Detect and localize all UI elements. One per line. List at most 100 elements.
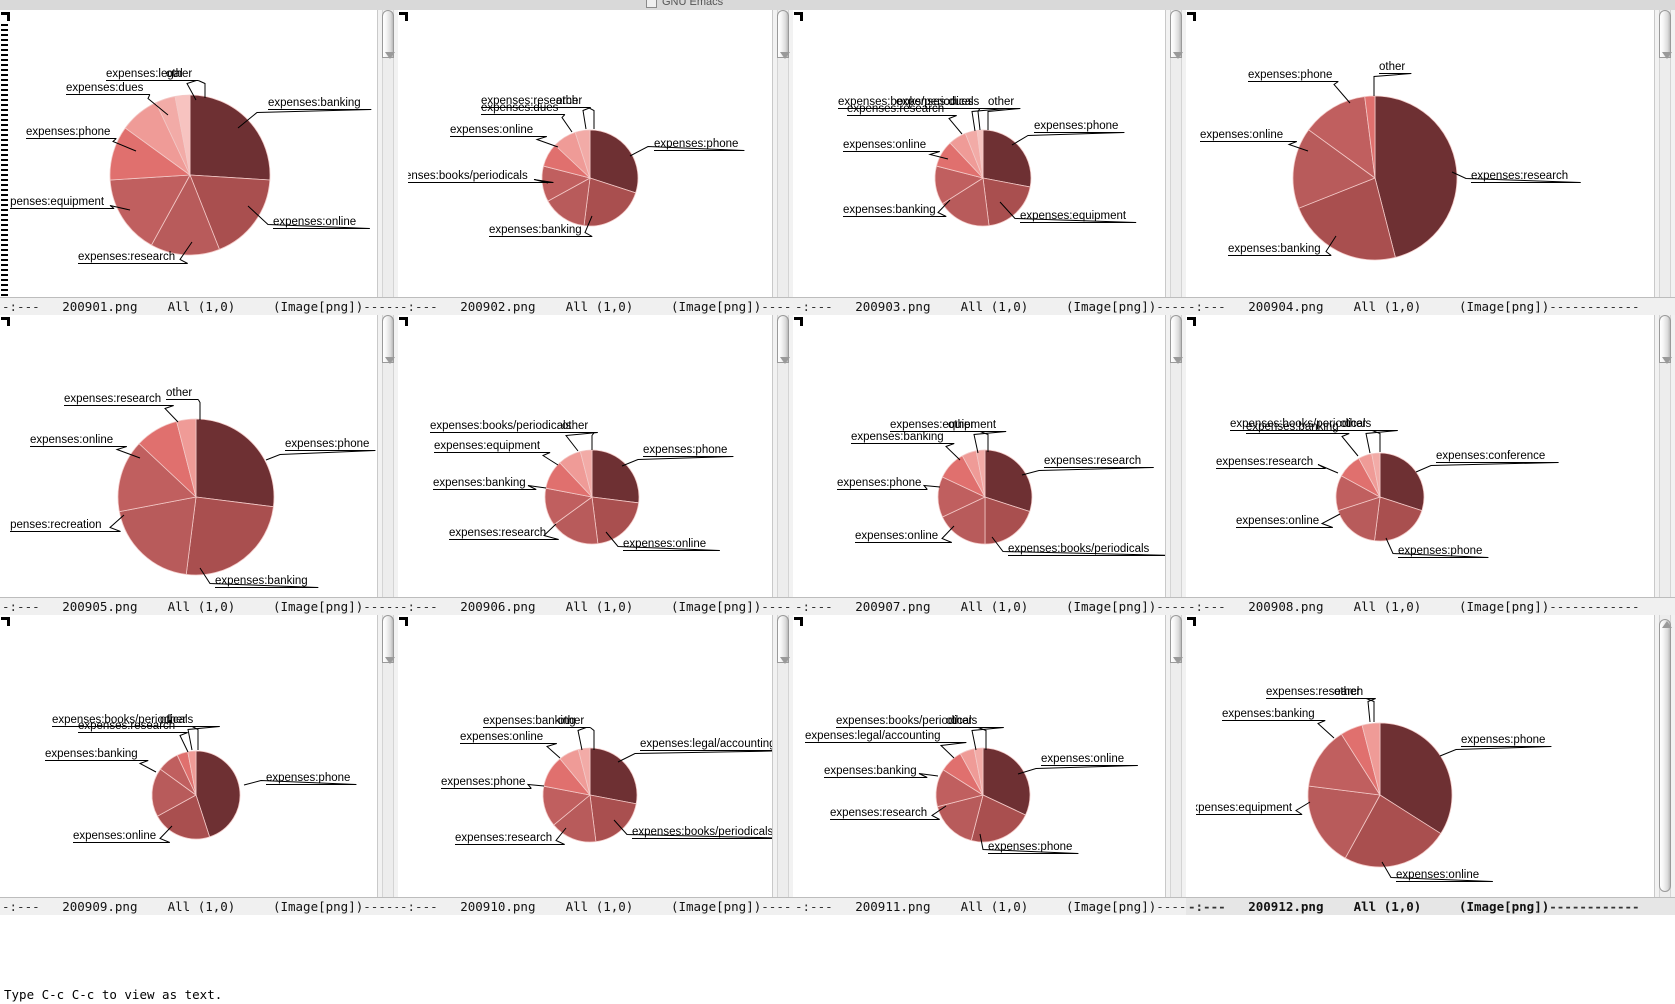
pie-label-leader [1385,537,1489,558]
vertical-scrollbar[interactable] [1165,10,1186,298]
window-body[interactable]: expenses:online expenses:phone expenses:re… [793,615,1186,898]
mode-line-prefix: -:--- [400,599,438,614]
scrollbar-thumb[interactable] [382,615,394,663]
scrollbar-trough[interactable] [1170,615,1182,898]
scrollbar-thumb[interactable] [1170,315,1182,363]
window-body[interactable]: expenses:phone expenses:online expenses:re… [398,315,793,598]
vertical-scrollbar[interactable] [1654,615,1675,898]
mode-line-200904[interactable]: -:--- 200904.png All (1,0) (Image[png])-… [1186,297,1675,315]
mode-line-200901[interactable]: -:--- 200901.png All (1,0) (Image[png])-… [0,297,398,315]
pie-label: expenses:research [481,95,578,107]
vertical-scrollbar[interactable] [377,615,398,898]
emacs-window-200910[interactable]: expenses:legal/accounting expenses:books/… [398,615,793,915]
vertical-scrollbar[interactable] [772,10,793,298]
pie-label-leader [977,108,981,131]
emacs-window-200902[interactable]: expenses:phone expenses:banking enses:book… [398,10,793,315]
scroll-down-arrow-icon[interactable] [780,657,790,664]
vertical-scrollbar[interactable] [377,10,398,298]
scrollbar-trough[interactable] [382,615,394,898]
scroll-up-arrow-icon[interactable] [1662,621,1672,628]
truncation-corner-icon [1,317,10,326]
scroll-down-arrow-icon[interactable] [1173,357,1183,364]
scrollbar-thumb[interactable] [382,315,394,363]
window-body[interactable]: expenses:legal/accounting expenses:books/… [398,615,793,898]
vertical-scrollbar[interactable] [772,315,793,598]
pie-slice [976,129,984,179]
scroll-down-arrow-icon[interactable] [1662,357,1672,364]
pie-label-leader [973,431,1007,454]
scrollbar-thumb[interactable] [777,315,789,363]
mode-line-200906[interactable]: -:--- 200906.png All (1,0) (Image[png])-… [398,597,793,615]
mode-line-200912[interactable]: -:--- 200912.png All (1,0) (Image[png])-… [1186,897,1675,915]
pie-label-leader [589,727,595,750]
mode-line-200905[interactable]: -:--- 200905.png All (1,0) (Image[png])-… [0,597,398,615]
emacs-window-200901[interactable]: expenses:banking expenses:online expenses:… [0,10,398,315]
emacs-window-200911[interactable]: expenses:online expenses:phone expenses:re… [793,615,1186,915]
vertical-scrollbar[interactable] [1165,615,1186,898]
scroll-down-arrow-icon[interactable] [780,357,790,364]
truncation-corner-icon [794,317,803,326]
pie-label-leader [541,452,559,466]
scrollbar-trough[interactable] [382,10,394,298]
mode-line-200908[interactable]: -:--- 200908.png All (1,0) (Image[png])-… [1186,597,1675,615]
pie-label: expenses:online [1200,129,1283,141]
window-body[interactable]: expenses:phone expenses:banking enses:book… [398,10,793,298]
vertical-scrollbar[interactable] [1165,315,1186,598]
pie-label-leader [164,405,179,423]
emacs-window-200906[interactable]: expenses:phone expenses:online expenses:re… [398,315,793,615]
scrollbar-thumb[interactable] [777,10,789,58]
scrollbar-thumb[interactable] [382,10,394,58]
scrollbar-trough[interactable] [1659,10,1671,298]
vertical-scrollbar[interactable] [377,315,398,598]
scrollbar-thumb[interactable] [1170,10,1182,58]
scrollbar-trough[interactable] [777,615,789,898]
pie-label-leader [1451,171,1581,183]
scrollbar-thumb[interactable] [1659,619,1671,892]
scrollbar-thumb[interactable] [1659,10,1671,58]
mode-line-200910[interactable]: -:--- 200910.png All (1,0) (Image[png])-… [398,897,793,915]
scrollbar-trough[interactable] [1170,10,1182,298]
mode-line-200902[interactable]: -:--- 200902.png All (1,0) (Image[png])-… [398,297,793,315]
mode-line-200903[interactable]: -:--- 200903.png All (1,0) (Image[png])-… [793,297,1186,315]
mode-line-200911[interactable]: -:--- 200911.png All (1,0) (Image[png])-… [793,897,1186,915]
scrollbar-thumb[interactable] [1170,615,1182,663]
emacs-window-200904[interactable]: expenses:research expenses:banking expense… [1186,10,1675,315]
window-body[interactable]: expenses:phone expenses:online expenses:ba… [0,615,398,898]
scroll-down-arrow-icon[interactable] [780,52,790,59]
window-body[interactable]: expenses:conference expenses:phone expense… [1186,315,1675,598]
window-body[interactable]: expenses:phone expenses:online expenses:eq… [1186,615,1675,898]
window-body[interactable]: expenses:research expenses:books/periodic… [793,315,1186,598]
emacs-window-200907[interactable]: expenses:research expenses:books/periodic… [793,315,1186,615]
pie-label: expenses:online [30,434,113,446]
vertical-scrollbar[interactable] [772,615,793,898]
scroll-down-arrow-icon[interactable] [1173,657,1183,664]
window-body[interactable]: expenses:phone expenses:banking expenses:r… [0,315,398,598]
scrollbar-thumb[interactable] [1659,315,1671,363]
mode-line-major-mode: (Image[png]) [1028,299,1157,314]
scroll-down-arrow-icon[interactable] [1173,52,1183,59]
scrollbar-trough[interactable] [777,315,789,598]
scrollbar-trough[interactable] [382,315,394,598]
vertical-scrollbar[interactable] [1654,10,1675,298]
window-body[interactable]: expenses:banking expenses:online expenses:… [0,10,398,298]
emacs-window-200908[interactable]: expenses:conference expenses:phone expense… [1186,315,1675,615]
scroll-down-arrow-icon[interactable] [385,657,395,664]
mode-line-200907[interactable]: -:--- 200907.png All (1,0) (Image[png])-… [793,597,1186,615]
mode-line-200909[interactable]: -:--- 200909.png All (1,0) (Image[png])-… [0,897,398,915]
scrollbar-thumb[interactable] [777,615,789,663]
left-fringe [1186,10,1196,298]
vertical-scrollbar[interactable] [1654,315,1675,598]
window-body[interactable]: expenses:research expenses:banking expense… [1186,10,1675,298]
scrollbar-trough[interactable] [1170,315,1182,598]
scroll-down-arrow-icon[interactable] [385,357,395,364]
window-body[interactable]: expenses:phone expenses:equipment expenses… [793,10,1186,298]
scroll-down-arrow-icon[interactable] [1662,52,1672,59]
scrollbar-trough[interactable] [1659,315,1671,598]
emacs-window-200912[interactable]: expenses:phone expenses:online expenses:eq… [1186,615,1675,915]
emacs-window-200909[interactable]: expenses:phone expenses:online expenses:ba… [0,615,398,915]
scroll-down-arrow-icon[interactable] [385,52,395,59]
pie-label-leader [527,485,547,490]
scrollbar-trough[interactable] [777,10,789,298]
emacs-window-200903[interactable]: expenses:phone expenses:equipment expenses… [793,10,1186,315]
emacs-window-200905[interactable]: expenses:phone expenses:banking expenses:r… [0,315,398,615]
